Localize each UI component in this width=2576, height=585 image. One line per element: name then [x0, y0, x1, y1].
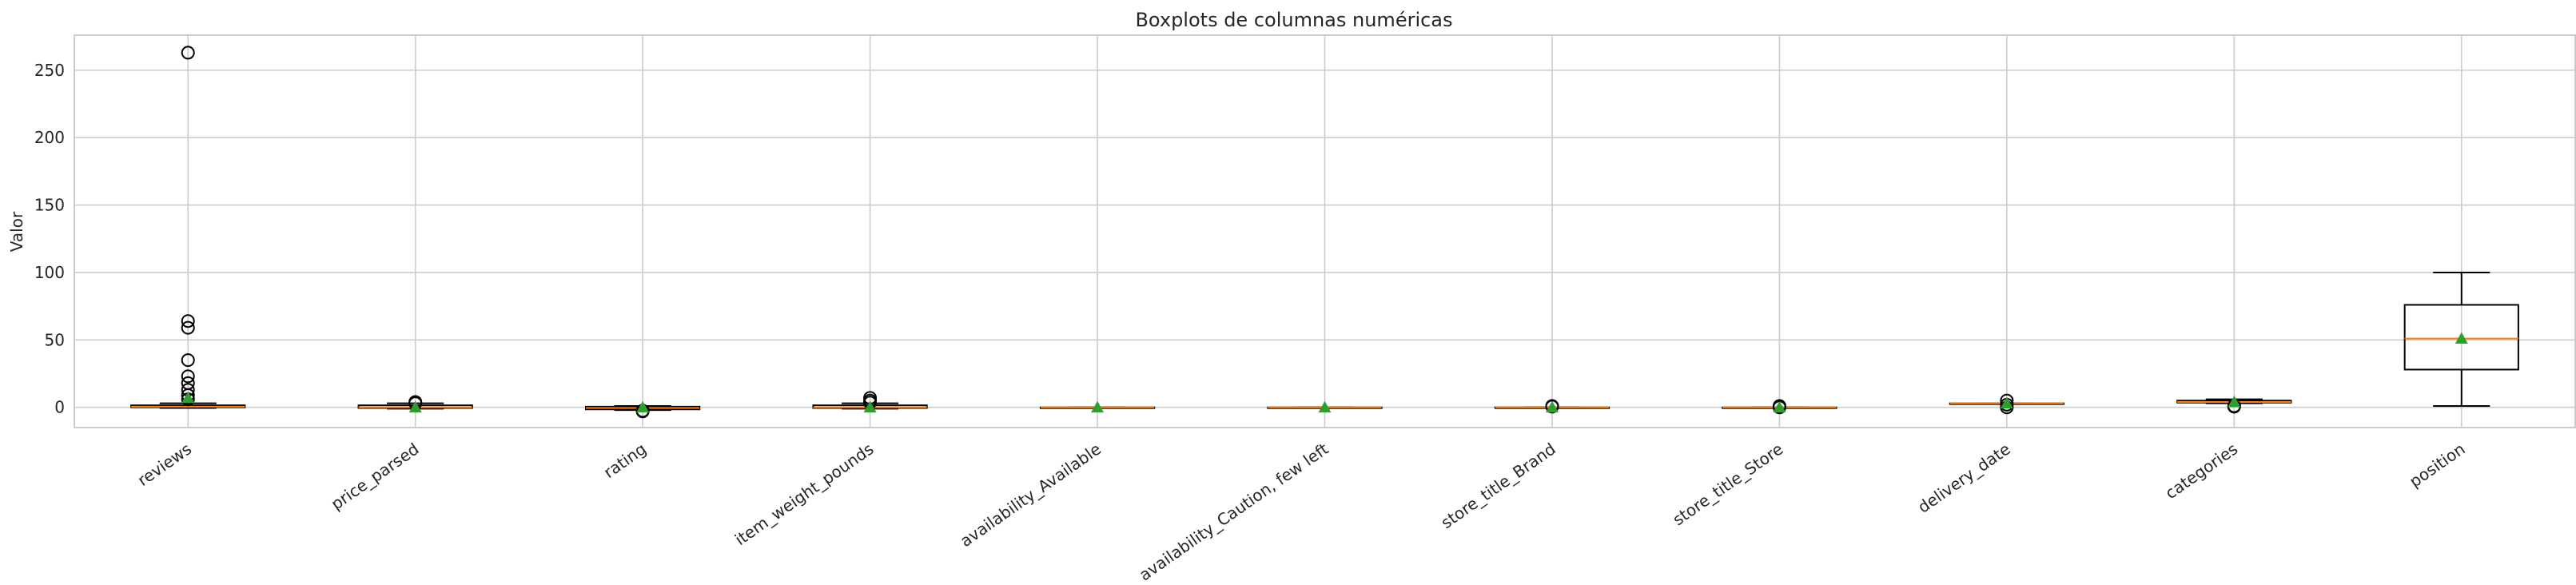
x-tick-label: rating	[600, 439, 650, 482]
outlier-point	[181, 369, 195, 384]
box-2	[585, 400, 701, 419]
x-tick-label: reviews	[134, 439, 195, 490]
outlier-point	[181, 46, 195, 60]
x-tick-label: availability_Caution, few left	[1136, 439, 1332, 584]
y-tick-label: 0	[54, 398, 65, 417]
x-tick-label: price_parsed	[328, 439, 423, 513]
plot-area	[130, 46, 2519, 419]
y-tick-label: 200	[34, 128, 65, 147]
mean-marker	[1091, 400, 1105, 413]
chart-title: Boxplots de columnas numéricas	[1135, 9, 1452, 31]
box-9	[2176, 395, 2292, 414]
x-tick-label: store_title_Store	[1669, 439, 1786, 529]
box-5	[1267, 400, 1383, 413]
axis-ticks: 0 50 100 150 200 250 reviews price_parsed rating…	[34, 61, 2469, 585]
y-tick-label: 150	[34, 196, 65, 215]
box-10	[2403, 271, 2519, 408]
box-6	[1494, 399, 1610, 414]
box-0	[130, 46, 246, 409]
x-tick-label: categories	[2162, 439, 2242, 503]
mean-marker	[2000, 396, 2013, 409]
box-1	[357, 395, 473, 413]
y-tick-label: 250	[34, 61, 65, 80]
box-7	[1722, 399, 1837, 415]
box-body	[2403, 304, 2519, 371]
y-axis-label: Valor	[7, 211, 26, 252]
outlier-point	[1545, 400, 1559, 414]
mean-marker	[2455, 332, 2468, 344]
outlier-point	[181, 314, 195, 328]
x-tick-label: position	[2406, 439, 2469, 491]
x-tick-label: availability_Available	[957, 439, 1105, 551]
box-3	[812, 391, 928, 413]
mean-marker	[1545, 400, 1559, 413]
y-tick-label: 50	[45, 330, 65, 349]
plot-frame	[74, 34, 2576, 428]
mean-marker	[408, 400, 422, 413]
x-tick-label: store_title_Brand	[1437, 439, 1559, 532]
box-4	[1039, 400, 1156, 413]
y-tick-label: 100	[34, 263, 65, 282]
box-8	[1949, 393, 2064, 415]
outlier-point	[181, 353, 195, 368]
mean-marker	[863, 400, 877, 413]
mean-marker	[181, 391, 195, 404]
grid-lines	[74, 35, 2575, 428]
x-tick-label: delivery_date	[1914, 439, 2014, 516]
mean-marker	[2228, 395, 2241, 408]
outlier-point	[181, 320, 195, 335]
mean-marker	[1773, 400, 1786, 413]
mean-marker	[1318, 400, 1332, 413]
x-tick-label: item_weight_pounds	[731, 439, 878, 549]
mean-marker	[636, 400, 650, 413]
